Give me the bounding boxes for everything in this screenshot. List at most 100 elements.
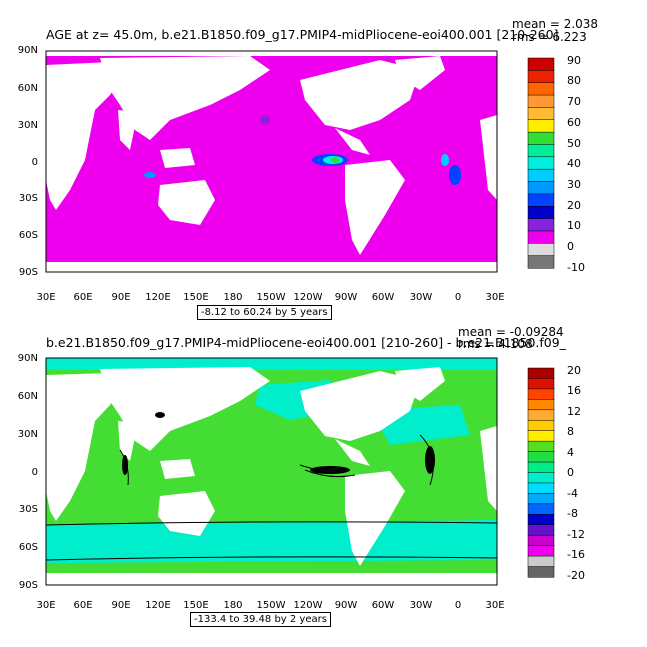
lon-label: 120W — [293, 600, 323, 611]
colorbar-label: -8 — [567, 507, 578, 520]
lon-label: 150W — [256, 600, 286, 611]
top-map-plot — [45, 50, 555, 273]
lat-label: 30N — [17, 120, 38, 131]
colorbar-swatch — [527, 156, 555, 170]
top-map-panel: AGE at z= 45.0m, b.e21.B1850.f09_g17.PMI… — [0, 0, 647, 320]
lon-label: 60E — [73, 600, 93, 611]
colorbar-swatch — [527, 131, 555, 146]
colorbar-label: 20 — [567, 199, 581, 212]
colorbar-swatch — [527, 205, 555, 220]
colorbar-swatch — [527, 107, 555, 121]
colorbar-swatch — [527, 472, 555, 484]
lat-label: 60S — [18, 542, 38, 553]
lat-label: 90N — [17, 353, 38, 364]
colorbar-swatch — [527, 144, 555, 158]
colorbar-swatch — [527, 57, 555, 71]
lon-label: 120W — [293, 292, 323, 303]
colorbar-label: 70 — [567, 95, 581, 108]
lat-label: 60N — [17, 83, 38, 94]
colorbar-swatch — [527, 503, 555, 515]
continents — [46, 51, 497, 272]
colorbar-swatch — [527, 399, 555, 411]
lon-label: 30W — [409, 292, 433, 303]
colorbar-label: 12 — [567, 405, 581, 418]
lon-label: 0 — [454, 292, 462, 303]
colorbar-label: 50 — [567, 137, 581, 150]
lon-label: 30W — [409, 600, 433, 611]
colorbar-swatch — [527, 388, 555, 400]
bottom-title: b.e21.B1850.f09_g17.PMIP4-midPliocene-eo… — [46, 335, 566, 350]
lon-label: 150E — [183, 600, 209, 611]
lat-label: 90N — [17, 45, 38, 56]
colorbar-swatch — [527, 451, 555, 463]
lon-label: 0 — [454, 600, 462, 611]
colorbar-swatch — [527, 420, 555, 432]
colorbar-swatch — [527, 193, 555, 207]
lon-label: 180 — [223, 292, 243, 303]
lat-label: 30S — [18, 504, 38, 515]
lat-label: 60N — [17, 391, 38, 402]
top-mean: mean = 2.038 — [512, 17, 599, 31]
colorbar-swatch — [527, 409, 555, 421]
top-colorbar — [527, 57, 555, 269]
lat-label: 0 — [31, 157, 38, 168]
colorbar-swatch — [527, 514, 555, 526]
lon-label: 90E — [111, 292, 131, 303]
colorbar-label: 60 — [567, 116, 581, 129]
lat-label: 0 — [31, 467, 38, 478]
lat-label: 30S — [18, 193, 38, 204]
colorbar-swatch — [527, 440, 555, 453]
colorbar-swatch — [527, 493, 555, 505]
colorbar-label: 80 — [567, 74, 581, 87]
colorbar-label: 90 — [567, 54, 581, 67]
colorbar-label: 4 — [567, 446, 574, 459]
colorbar-swatch — [527, 181, 555, 195]
bottom-map-panel: b.e21.B1850.f09_g17.PMIP4-midPliocene-eo… — [0, 325, 647, 645]
colorbar-label: -4 — [567, 487, 578, 500]
colorbar-swatch — [527, 555, 555, 568]
dense-contours — [122, 412, 435, 475]
lon-label: 120E — [145, 600, 171, 611]
lon-label: 90E — [111, 600, 131, 611]
lat-label: 60S — [18, 230, 38, 241]
bottom-range-box: -133.4 to 39.48 by 2 years — [190, 612, 331, 627]
colorbar-swatch — [527, 82, 555, 96]
colorbar-swatch — [527, 119, 555, 133]
lon-label: 30E — [36, 292, 56, 303]
colorbar-swatch — [527, 524, 555, 536]
colorbar-label: 20 — [567, 364, 581, 377]
lon-label: 120E — [145, 292, 171, 303]
colorbar-swatch — [527, 367, 555, 379]
colorbar-swatch — [527, 243, 555, 257]
colorbar-label: -12 — [567, 528, 585, 541]
bottom-rms: rms = 4.108 — [458, 337, 533, 351]
colorbar-label: -20 — [567, 569, 585, 582]
lon-label: 90W — [334, 292, 358, 303]
colorbar-swatch — [527, 461, 555, 474]
colorbar-swatch — [527, 94, 555, 108]
colorbar-swatch — [527, 230, 555, 244]
lon-label: 180 — [223, 600, 243, 611]
bottom-mean: mean = -0.09284 — [458, 325, 564, 339]
colorbar-label: 0 — [567, 466, 574, 479]
bottom-map-plot — [45, 357, 555, 586]
colorbar-label: 0 — [567, 240, 574, 253]
lat-label: 90S — [18, 580, 38, 591]
colorbar-swatch — [527, 378, 555, 390]
lon-label: 30E — [485, 292, 505, 303]
lon-label: 60W — [371, 292, 395, 303]
top-rms: rms = 6.223 — [512, 30, 587, 44]
colorbar-label: 16 — [567, 384, 581, 397]
colorbar-swatch — [527, 70, 555, 84]
colorbar-swatch — [527, 545, 555, 557]
lon-label: 30E — [485, 600, 505, 611]
colorbar-label: 8 — [567, 425, 574, 438]
colorbar-label: -16 — [567, 548, 585, 561]
lon-label: 150W — [256, 292, 286, 303]
colorbar-swatch — [527, 534, 555, 547]
lon-label: 60E — [73, 292, 93, 303]
continents — [46, 367, 497, 585]
age-anomalies — [144, 116, 461, 185]
lon-label: 60W — [371, 600, 395, 611]
lat-label: 30N — [17, 429, 38, 440]
